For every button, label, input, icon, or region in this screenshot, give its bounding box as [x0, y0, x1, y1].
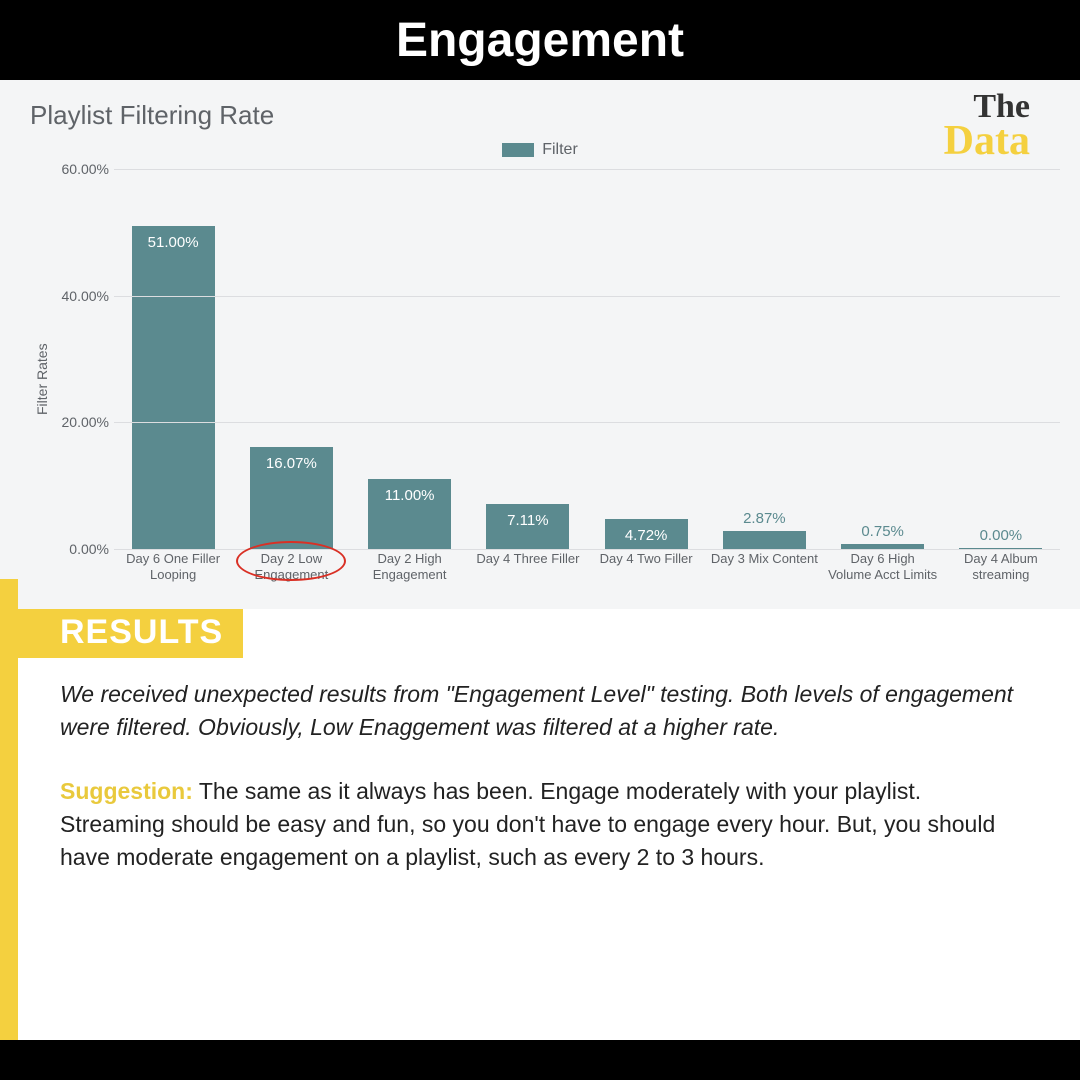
plot: 51.00% 16.07% 11.00% 7.11% 4.72% 2.87% 0.75% 0.…: [54, 169, 1070, 589]
x-label: Day 6 One Filler Looping: [114, 551, 232, 589]
suggestion-label: Suggestion:: [60, 778, 193, 804]
x-label: Day 6 High Volume Acct Limits: [824, 551, 942, 589]
y-axis-label: Filter Rates: [30, 169, 54, 589]
y-tick: 60.00%: [54, 161, 109, 177]
x-label: Day 2 High Engagement: [351, 551, 469, 589]
bar: 7.11%: [486, 504, 569, 549]
y-tick: 40.00%: [54, 288, 109, 304]
results-para2: Suggestion: The same as it always has be…: [60, 775, 1020, 875]
body-text: We received unexpected results from "Eng…: [0, 658, 1080, 915]
y-tick: 0.00%: [54, 541, 109, 557]
bar-value-label: 16.07%: [250, 455, 333, 472]
chart-area: Playlist Filtering Rate The Data Filter …: [0, 80, 1080, 609]
x-label: Day 4 Two Filler: [587, 551, 705, 589]
bar-value-label: 0.75%: [841, 523, 924, 540]
bar-value-label: 51.00%: [132, 234, 215, 251]
bar: 11.00%: [368, 479, 451, 549]
bar-slot: 7.11%: [469, 504, 587, 549]
bar: 4.72%: [605, 519, 688, 549]
grid-line: [114, 296, 1060, 297]
bar-slot: 16.07%: [232, 447, 350, 549]
header-bar: Engagement: [0, 0, 1080, 80]
yellow-sidebar: [0, 579, 18, 1080]
grid-line: [114, 422, 1060, 423]
chart-title: Playlist Filtering Rate: [10, 90, 1070, 141]
bars-container: 51.00% 16.07% 11.00% 7.11% 4.72% 2.87% 0.75% 0.…: [114, 169, 1060, 549]
bar-value-label: 4.72%: [605, 527, 688, 544]
footer-bar: [0, 1040, 1080, 1080]
x-label: Day 2 Low Engagement: [232, 551, 350, 589]
bar-value-label: 0.00%: [959, 527, 1042, 544]
grid-line: [114, 169, 1060, 170]
page-title: Engagement: [396, 13, 684, 68]
plot-wrap: Filter Rates 51.00% 16.07% 11.00% 7.11% 4.72…: [10, 169, 1070, 589]
bar-slot: 4.72%: [587, 519, 705, 549]
results-heading: RESULTS: [0, 607, 243, 658]
bar-value-label: 7.11%: [486, 512, 569, 529]
bar-value-label: 11.00%: [368, 487, 451, 504]
x-label: Day 4 Album streaming: [942, 551, 1060, 589]
chart-legend: Filter: [10, 141, 1070, 159]
legend-swatch: [502, 143, 534, 157]
grid-line: [114, 549, 1060, 550]
bar-slot: 11.00%: [351, 479, 469, 549]
logo: The Data: [944, 92, 1030, 160]
bar: 2.87%: [723, 531, 806, 549]
logo-line2: Data: [944, 123, 1030, 161]
y-tick: 20.00%: [54, 414, 109, 430]
suggestion-text: The same as it always has been. Engage m…: [60, 778, 995, 871]
bar: 51.00%: [132, 226, 215, 549]
results-para1: We received unexpected results from "Eng…: [60, 678, 1020, 745]
bar-slot: 51.00%: [114, 226, 232, 549]
x-labels: Day 6 One Filler LoopingDay 2 Low Engage…: [114, 551, 1060, 589]
legend-label: Filter: [542, 141, 578, 159]
x-label: Day 4 Three Filler: [469, 551, 587, 589]
bar-slot: 2.87%: [705, 531, 823, 549]
bar: 16.07%: [250, 447, 333, 549]
x-label: Day 3 Mix Content: [705, 551, 823, 589]
bar-value-label: 2.87%: [723, 510, 806, 527]
